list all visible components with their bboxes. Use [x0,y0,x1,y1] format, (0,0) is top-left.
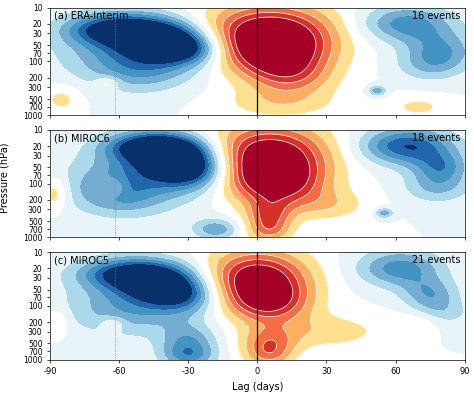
Text: (a) ERA-Interim: (a) ERA-Interim [55,11,129,21]
Text: 16 events: 16 events [412,11,460,21]
Text: (b) MIROC6: (b) MIROC6 [55,133,110,143]
X-axis label: Lag (days): Lag (days) [232,382,283,392]
Text: 21 events: 21 events [412,255,460,265]
Text: (c) MIROC5: (c) MIROC5 [55,255,109,265]
Text: Pressure (hPa): Pressure (hPa) [0,143,10,213]
Text: 18 events: 18 events [412,133,460,143]
